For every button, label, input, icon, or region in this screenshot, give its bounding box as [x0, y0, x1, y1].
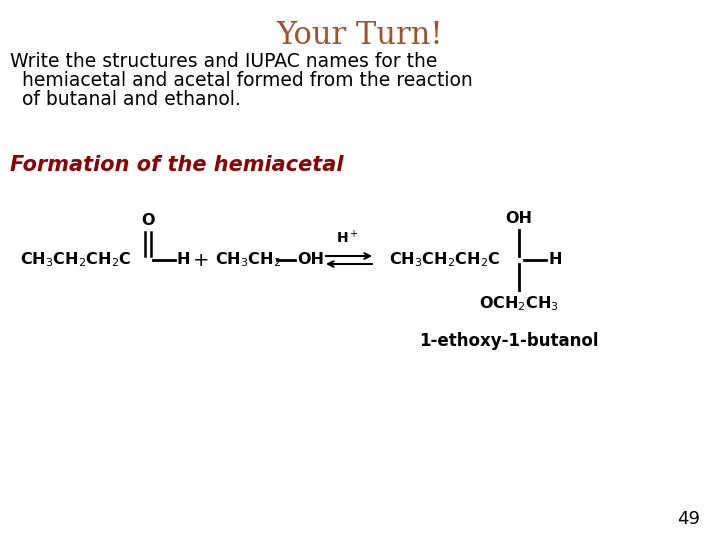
- Text: +: +: [193, 251, 210, 269]
- Text: hemiacetal and acetal formed from the reaction: hemiacetal and acetal formed from the re…: [10, 71, 473, 90]
- Text: 49: 49: [677, 510, 700, 528]
- Text: OH: OH: [505, 211, 533, 226]
- Text: Your Turn!: Your Turn!: [276, 20, 444, 51]
- Text: CH$_3$CH$_2$CH$_2$C: CH$_3$CH$_2$CH$_2$C: [389, 251, 500, 269]
- Text: H: H: [177, 253, 191, 267]
- Text: 1-ethoxy-1-butanol: 1-ethoxy-1-butanol: [419, 332, 599, 350]
- Text: CH$_3$CH$_2$: CH$_3$CH$_2$: [215, 251, 281, 269]
- Text: CH$_3$CH$_2$CH$_2$C: CH$_3$CH$_2$CH$_2$C: [20, 251, 131, 269]
- Text: O: O: [141, 213, 155, 228]
- Text: H$^+$: H$^+$: [336, 229, 359, 246]
- Text: Formation of the hemiacetal: Formation of the hemiacetal: [10, 155, 343, 175]
- Text: of butanal and ethanol.: of butanal and ethanol.: [10, 90, 240, 109]
- Text: H: H: [548, 253, 562, 267]
- Text: Write the structures and IUPAC names for the: Write the structures and IUPAC names for…: [10, 52, 437, 71]
- Text: OH: OH: [297, 253, 324, 267]
- Text: OCH$_2$CH$_3$: OCH$_2$CH$_3$: [479, 294, 559, 313]
